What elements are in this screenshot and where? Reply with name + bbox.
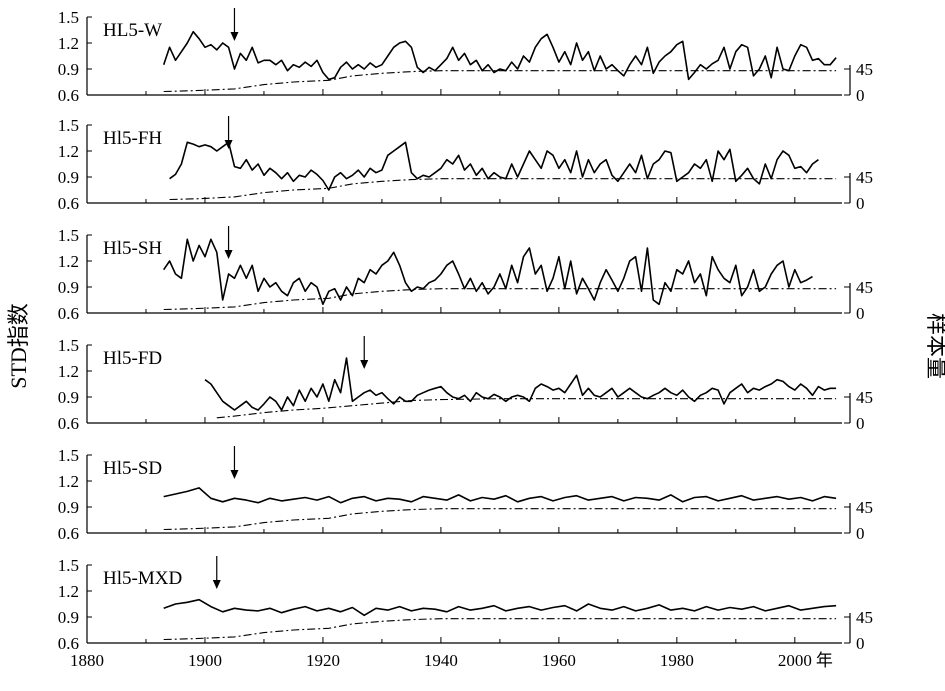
x-tick-label: 2000 [778, 651, 812, 670]
panel-3: 1.5 1.2 0.9 0.6 45 0 Hl5-SH [58, 226, 873, 323]
panel-label: HL5-W [103, 20, 162, 41]
break-arrow-head [230, 470, 239, 479]
y-tick-label: 1.2 [58, 472, 79, 491]
std-series-line [163, 238, 813, 306]
panel-label: Hl5-FH [103, 128, 162, 149]
y-tick-label: 0.9 [58, 60, 79, 79]
std-series-line [163, 598, 837, 617]
left-axis-title: STD指数 [6, 303, 31, 389]
sample-depth-line [163, 508, 837, 531]
y-tick-label: 1.2 [58, 252, 79, 271]
right-tick-label: 0 [856, 524, 865, 543]
y-tick-label: 0.9 [58, 498, 79, 517]
std-series-line [169, 141, 819, 191]
std-series-line [204, 357, 837, 411]
panel-2: 1.5 1.2 0.9 0.6 45 0 Hl5-FH [58, 116, 873, 213]
right-tick-label: 45 [856, 608, 873, 627]
y-tick-label: 0.6 [58, 634, 79, 653]
y-tick-label: 1.2 [58, 34, 79, 53]
std-series-line [162, 30, 837, 81]
sample-depth-line [163, 618, 837, 641]
sample-depth-line [163, 288, 837, 311]
sample-depth-line [163, 70, 837, 93]
panel-label: Hl5-SD [103, 458, 162, 479]
y-tick-label: 1.2 [58, 142, 79, 161]
x-tick-label: 1980 [660, 651, 694, 670]
y-tick-label: 1.2 [58, 582, 79, 601]
right-tick-label: 45 [856, 278, 873, 297]
y-tick-label: 0.9 [58, 168, 79, 187]
y-tick-label: 0.9 [58, 388, 79, 407]
right-tick-label: 0 [856, 304, 865, 323]
panel-label: Hl5-SH [103, 238, 162, 259]
panel-label: Hl5-MXD [103, 568, 182, 589]
right-tick-label: 0 [856, 194, 865, 213]
sample-depth-line [216, 398, 837, 419]
right-axis-title: 样本量 [924, 313, 945, 379]
panels-group: 1.5 1.2 0.9 0.6 45 0 HL5-W 1.5 1.2 0.9 0.6 45 0 Hl5-F… [58, 8, 873, 670]
y-tick-label: 0.9 [58, 278, 79, 297]
x-tick-label: 1960 [542, 651, 576, 670]
y-tick-label: 1.5 [58, 8, 79, 27]
y-tick-label: 0.6 [58, 414, 79, 433]
x-tick-label: 1900 [188, 651, 222, 670]
y-tick-label: 1.5 [58, 446, 79, 465]
right-tick-label: 0 [856, 86, 865, 105]
panel-5: 1.5 1.2 0.9 0.6 45 0 Hl5-SD [58, 446, 873, 543]
y-tick-label: 0.9 [58, 608, 79, 627]
y-tick-label: 0.6 [58, 304, 79, 323]
right-tick-label: 45 [856, 168, 873, 187]
sample-depth-line [169, 178, 837, 201]
right-tick-label: 0 [856, 414, 865, 433]
x-tick-label: 1940 [424, 651, 458, 670]
break-arrow-head [212, 580, 221, 589]
x-tick-label: 1920 [306, 651, 340, 670]
break-arrow-head [224, 250, 233, 259]
y-tick-label: 0.6 [58, 86, 79, 105]
break-arrow-head [224, 140, 233, 149]
right-tick-label: 45 [856, 498, 873, 517]
right-tick-label: 45 [856, 60, 873, 79]
x-tick-label: 1880 [70, 651, 104, 670]
y-tick-label: 1.5 [58, 226, 79, 245]
y-tick-label: 1.5 [58, 556, 79, 575]
break-arrow-head [360, 360, 369, 369]
y-tick-label: 1.2 [58, 362, 79, 381]
panel-6: 1.5 1.2 0.9 0.6 45 0 Hl5-MXD [58, 556, 873, 653]
x-unit-label: 年 [816, 651, 833, 670]
right-tick-label: 0 [856, 634, 865, 653]
right-tick-label: 45 [856, 388, 873, 407]
y-tick-label: 0.6 [58, 194, 79, 213]
panel-4: 1.5 1.2 0.9 0.6 45 0 Hl5-FD [58, 336, 873, 433]
panel-label: Hl5-FD [103, 348, 162, 369]
break-arrow-head [230, 32, 239, 41]
y-tick-label: 1.5 [58, 116, 79, 135]
std-series-line [163, 487, 837, 504]
panel-1: 1.5 1.2 0.9 0.6 45 0 HL5-W [58, 8, 873, 105]
y-tick-label: 0.6 [58, 524, 79, 543]
y-tick-label: 1.5 [58, 336, 79, 355]
